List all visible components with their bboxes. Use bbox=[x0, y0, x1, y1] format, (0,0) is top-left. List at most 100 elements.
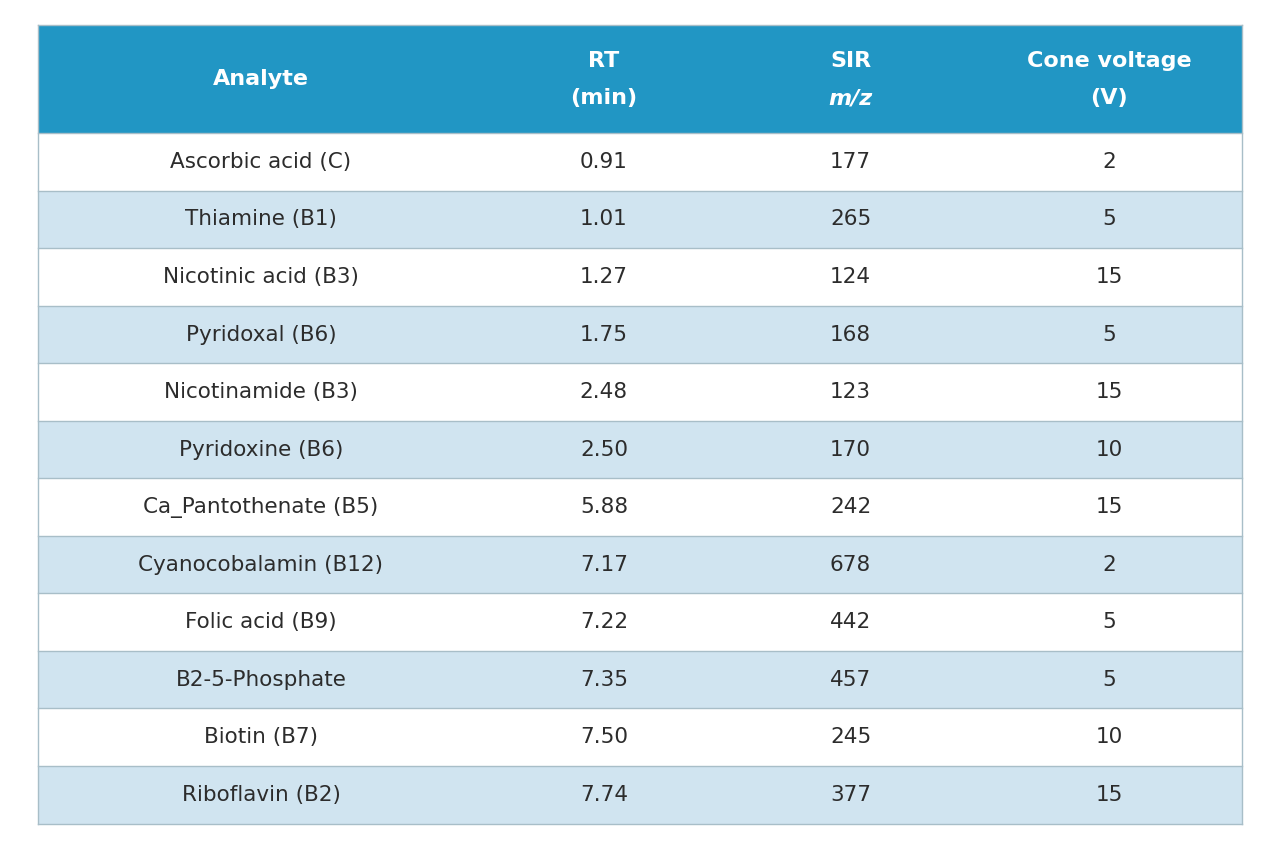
Text: (min): (min) bbox=[571, 88, 637, 108]
Text: 7.74: 7.74 bbox=[580, 784, 628, 805]
Text: 2.50: 2.50 bbox=[580, 440, 628, 459]
Text: 10: 10 bbox=[1096, 728, 1123, 747]
Bar bbox=[38, 25, 1242, 133]
Bar bbox=[38, 651, 484, 708]
Bar bbox=[724, 133, 977, 191]
Text: 5.88: 5.88 bbox=[580, 498, 628, 517]
Bar bbox=[484, 306, 724, 363]
Bar bbox=[724, 478, 977, 536]
Bar bbox=[38, 133, 484, 191]
Bar bbox=[977, 306, 1242, 363]
Bar bbox=[724, 651, 977, 708]
Text: RT: RT bbox=[589, 51, 620, 70]
Bar bbox=[38, 191, 484, 248]
Text: 15: 15 bbox=[1096, 267, 1123, 287]
Text: 377: 377 bbox=[829, 784, 872, 805]
Text: 1.01: 1.01 bbox=[580, 210, 627, 229]
Bar bbox=[724, 306, 977, 363]
Bar bbox=[38, 478, 484, 536]
Text: Thiamine (B1): Thiamine (B1) bbox=[186, 210, 337, 229]
Bar bbox=[484, 536, 724, 593]
Text: 5: 5 bbox=[1102, 612, 1116, 633]
Bar bbox=[38, 536, 484, 593]
Text: 124: 124 bbox=[829, 267, 872, 287]
Bar bbox=[724, 536, 977, 593]
Bar bbox=[977, 191, 1242, 248]
Bar bbox=[977, 421, 1242, 478]
Text: 168: 168 bbox=[829, 324, 872, 345]
Text: 123: 123 bbox=[829, 382, 872, 402]
Bar bbox=[484, 191, 724, 248]
Text: 170: 170 bbox=[829, 440, 872, 459]
Text: 2: 2 bbox=[1102, 554, 1116, 575]
Text: SIR: SIR bbox=[829, 51, 872, 70]
Text: Analyte: Analyte bbox=[212, 70, 308, 89]
Bar bbox=[977, 593, 1242, 651]
Text: Biotin (B7): Biotin (B7) bbox=[204, 728, 317, 747]
Text: 7.50: 7.50 bbox=[580, 728, 628, 747]
Text: 1.27: 1.27 bbox=[580, 267, 628, 287]
Text: 15: 15 bbox=[1096, 784, 1123, 805]
Bar bbox=[724, 248, 977, 306]
Text: Nicotinamide (B3): Nicotinamide (B3) bbox=[164, 382, 358, 402]
Text: 10: 10 bbox=[1096, 440, 1123, 459]
Text: 2: 2 bbox=[1102, 152, 1116, 172]
Bar bbox=[484, 593, 724, 651]
Text: 7.35: 7.35 bbox=[580, 670, 628, 689]
Bar bbox=[977, 363, 1242, 421]
Bar bbox=[484, 248, 724, 306]
Bar bbox=[484, 651, 724, 708]
Text: 15: 15 bbox=[1096, 382, 1123, 402]
Bar bbox=[38, 306, 484, 363]
Bar bbox=[38, 593, 484, 651]
Bar bbox=[724, 363, 977, 421]
Bar bbox=[484, 363, 724, 421]
Bar bbox=[38, 248, 484, 306]
Bar bbox=[977, 708, 1242, 766]
Bar bbox=[724, 708, 977, 766]
Bar bbox=[977, 478, 1242, 536]
Text: 5: 5 bbox=[1102, 210, 1116, 229]
Text: 457: 457 bbox=[829, 670, 872, 689]
Text: 245: 245 bbox=[829, 728, 872, 747]
Bar bbox=[38, 363, 484, 421]
Bar bbox=[38, 766, 484, 824]
Text: 7.17: 7.17 bbox=[580, 554, 628, 575]
Text: 1.75: 1.75 bbox=[580, 324, 628, 345]
Bar bbox=[724, 766, 977, 824]
Bar bbox=[977, 651, 1242, 708]
Text: Nicotinic acid (B3): Nicotinic acid (B3) bbox=[163, 267, 358, 287]
Bar bbox=[38, 708, 484, 766]
Text: 5: 5 bbox=[1102, 324, 1116, 345]
Bar bbox=[724, 421, 977, 478]
Text: Ascorbic acid (C): Ascorbic acid (C) bbox=[170, 152, 352, 172]
Bar bbox=[977, 536, 1242, 593]
Bar bbox=[724, 191, 977, 248]
Bar bbox=[484, 478, 724, 536]
Text: 242: 242 bbox=[829, 498, 872, 517]
Text: (V): (V) bbox=[1091, 88, 1128, 108]
Text: 678: 678 bbox=[829, 554, 872, 575]
Text: Folic acid (B9): Folic acid (B9) bbox=[186, 612, 337, 633]
Text: 7.22: 7.22 bbox=[580, 612, 628, 633]
Text: 2.48: 2.48 bbox=[580, 382, 628, 402]
Text: Cyanocobalamin (B12): Cyanocobalamin (B12) bbox=[138, 554, 384, 575]
Text: Riboflavin (B2): Riboflavin (B2) bbox=[182, 784, 340, 805]
Text: 442: 442 bbox=[829, 612, 872, 633]
Bar bbox=[484, 708, 724, 766]
Text: Pyridoxal (B6): Pyridoxal (B6) bbox=[186, 324, 337, 345]
Text: Pyridoxine (B6): Pyridoxine (B6) bbox=[179, 440, 343, 459]
Bar bbox=[724, 593, 977, 651]
Text: 5: 5 bbox=[1102, 670, 1116, 689]
Bar bbox=[484, 421, 724, 478]
Text: m/z: m/z bbox=[828, 88, 873, 108]
Bar bbox=[977, 766, 1242, 824]
Bar bbox=[38, 421, 484, 478]
Bar bbox=[484, 766, 724, 824]
Bar bbox=[977, 133, 1242, 191]
Text: 0.91: 0.91 bbox=[580, 152, 628, 172]
Text: 177: 177 bbox=[829, 152, 872, 172]
Text: Ca_Pantothenate (B5): Ca_Pantothenate (B5) bbox=[143, 497, 379, 518]
Bar bbox=[484, 133, 724, 191]
Text: 265: 265 bbox=[829, 210, 872, 229]
